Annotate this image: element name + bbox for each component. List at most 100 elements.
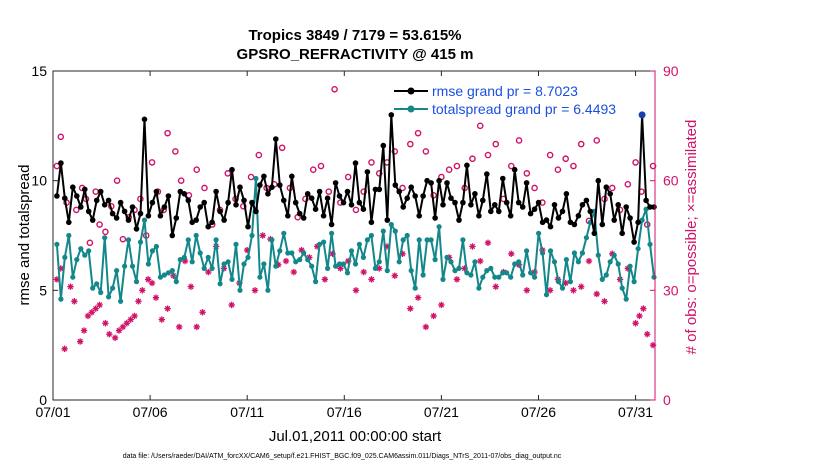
- y-axis-label-right: # of obs: o=possible; ×=assimilated: [683, 120, 700, 355]
- rmse-point: [328, 221, 335, 228]
- rmse-point: [356, 199, 363, 206]
- asterisk-stroke: [127, 316, 134, 323]
- totalspread-point: [555, 279, 562, 285]
- rmse-point: [623, 204, 629, 210]
- rmse-point: [54, 193, 60, 199]
- totalspread-point: [348, 248, 355, 254]
- totalspread-point: [376, 259, 382, 265]
- asterisk-stroke: [322, 276, 328, 283]
- rmse-point: [82, 186, 88, 193]
- totalspread-point: [205, 254, 211, 260]
- totalspread-point: [281, 230, 287, 236]
- rmse-point: [575, 213, 582, 219]
- rmse-point: [225, 199, 231, 206]
- totalspread-point: [253, 175, 259, 182]
- rmse-point: [241, 197, 247, 204]
- totalspread-point: [336, 261, 343, 267]
- obs-assimilated-point: [282, 257, 290, 265]
- rmse-point: [277, 182, 283, 188]
- totalspread-point: [237, 287, 243, 293]
- plot-area: [52, 70, 656, 401]
- rmse-point: [109, 210, 116, 217]
- totalspread-point: [651, 274, 657, 280]
- asterisk-stroke: [85, 313, 91, 319]
- asterisk-stroke: [570, 287, 577, 294]
- obs-possible-point: [546, 151, 554, 159]
- asterisk-stroke: [228, 302, 235, 308]
- rmse-point: [643, 197, 649, 204]
- totalspread-point: [536, 230, 542, 236]
- totalspread-point: [173, 279, 179, 285]
- rmse-point: [296, 210, 303, 217]
- asterisk-stroke: [164, 305, 171, 312]
- obs-possible-point: [531, 184, 538, 192]
- totalspread-point: [436, 224, 442, 230]
- rmse-point: [93, 197, 100, 204]
- rmse-point: [448, 195, 454, 201]
- asterisk-stroke: [298, 247, 305, 253]
- totalspread-point: [201, 265, 207, 271]
- obs-possible-point: [331, 85, 338, 93]
- rmse-point: [133, 226, 140, 232]
- totalspread-point: [273, 263, 279, 269]
- totalspread-point: [412, 285, 418, 291]
- rmse-point: [476, 213, 482, 219]
- rmse-point: [97, 188, 104, 195]
- totalspread-point: [157, 274, 163, 280]
- totalspread-point: [579, 250, 586, 256]
- ticks: 07/01 07/06 07/11 07/16 07/21 07/26 07/31 0 5 10 1…: [31, 63, 678, 420]
- obs-possible-point: [414, 129, 422, 137]
- y-tick-label-left: 0: [39, 392, 47, 408]
- totalspread-point: [615, 261, 621, 267]
- obs-assimilated-point: [632, 320, 639, 327]
- totalspread-point: [524, 248, 530, 254]
- rmse-point: [428, 180, 434, 186]
- rmse-point: [70, 184, 76, 190]
- obs-possible-point: [570, 162, 577, 170]
- totalspread-point: [149, 248, 155, 254]
- totalspread-point: [129, 263, 136, 269]
- rmse-point: [440, 202, 446, 208]
- totalspread-point: [472, 259, 478, 265]
- totalspread-point: [360, 254, 366, 260]
- rmse-point: [511, 166, 518, 173]
- obs-possible-point: [632, 159, 639, 166]
- obs-possible-point: [360, 188, 368, 195]
- obs-assimilated-point: [88, 309, 96, 316]
- obs-assimilated-point: [106, 331, 113, 338]
- rmse-point: [324, 195, 331, 201]
- y-tick-label-right: 90: [663, 63, 679, 79]
- asterisk-stroke: [477, 258, 483, 264]
- obs-possible-point: [240, 202, 247, 210]
- obs-assimilated-point: [360, 268, 367, 276]
- rmse-point: [619, 230, 625, 237]
- series-layer: [54, 111, 657, 304]
- obs-possible-point: [255, 151, 263, 159]
- totalspread-point: [344, 270, 351, 276]
- totalspread-point: [177, 257, 183, 263]
- obs-assimilated-point: [123, 320, 130, 327]
- totalspread-point: [106, 294, 112, 300]
- rmse-point: [515, 199, 522, 206]
- totalspread-point: [193, 232, 199, 239]
- totalspread-point: [516, 259, 522, 265]
- totalspread-point: [82, 252, 88, 258]
- asterisk-stroke: [131, 313, 138, 319]
- rmse-point: [74, 193, 80, 199]
- obs-assimilated-point: [585, 257, 593, 265]
- obs-possible-point: [624, 181, 632, 188]
- rmse-point: [420, 193, 426, 199]
- rmse-point: [253, 208, 259, 215]
- totalspread-point: [448, 259, 454, 265]
- asterisk-stroke: [454, 276, 460, 283]
- x-tick-label: 07/01: [35, 404, 70, 420]
- y-tick-label-right: 0: [663, 392, 671, 408]
- rmse-point: [651, 204, 657, 210]
- asterisk-stroke: [182, 258, 188, 264]
- obs-possible-point: [102, 228, 109, 236]
- totalspread-point: [404, 232, 410, 239]
- rmse-point: [58, 160, 64, 166]
- rmse-point: [233, 202, 239, 208]
- obs-assimilated-point: [251, 287, 259, 294]
- totalspread-point: [575, 259, 582, 265]
